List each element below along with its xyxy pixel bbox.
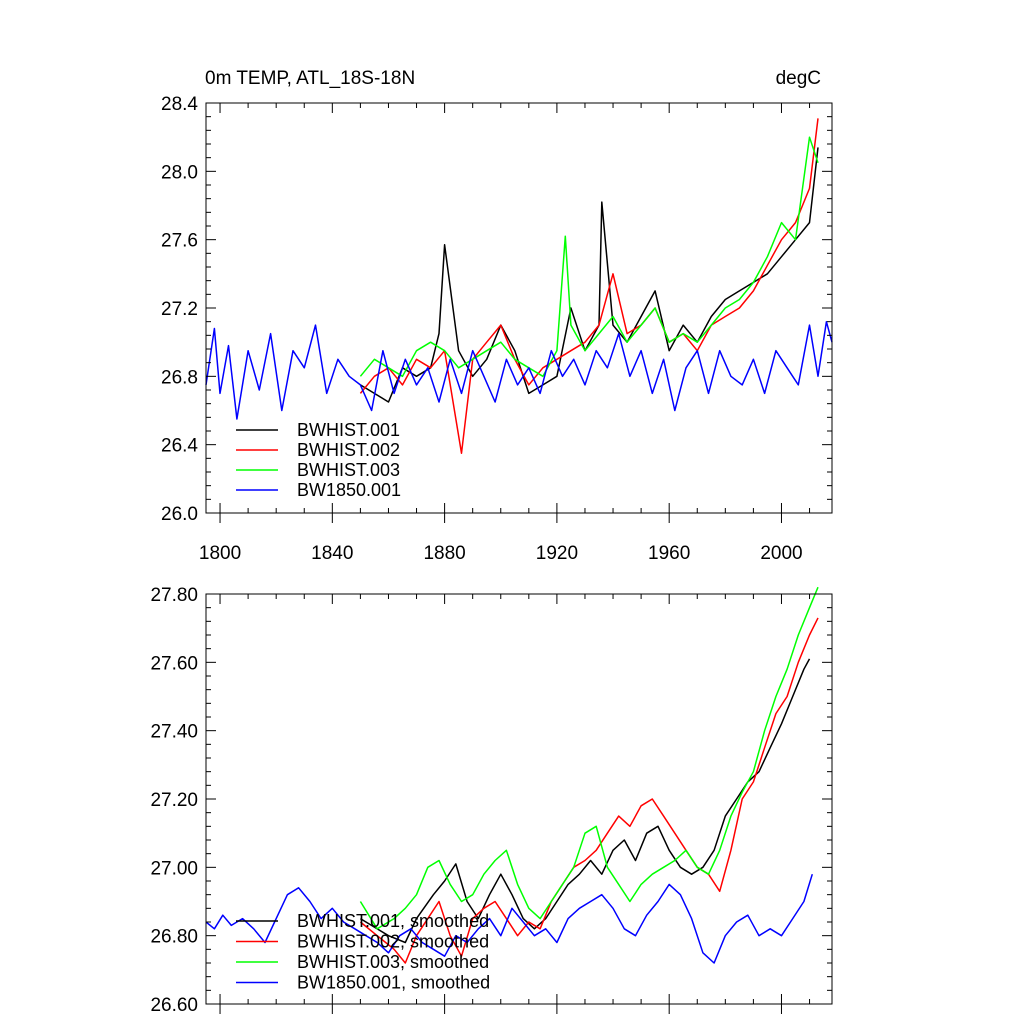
- top-xtick-label: 1840: [311, 543, 353, 564]
- top-legend-label-3: BWHIST.003: [297, 460, 400, 480]
- top-xtick-label: 1800: [199, 543, 241, 564]
- top-ytick-label: 27.6: [161, 231, 198, 252]
- bottom-ytick-label: 26.60: [150, 995, 198, 1016]
- panel-top: 0m TEMP, ATL_18S-18N degC 26.0 26.4 26.8 27…: [161, 68, 833, 564]
- bottom-legend-label-4: BW1850.001, smoothed: [297, 973, 490, 993]
- top-series-group: [205, 118, 833, 454]
- top-ytick-label: 27.2: [161, 299, 198, 320]
- chart-units: degC: [776, 68, 821, 89]
- panel-bottom: 26.60 26.80 27.00 27.20 27.40 27.60 27.80 BWHI…: [150, 585, 833, 1016]
- bottom-series-line-2: [359, 617, 819, 964]
- bottom-series-line-3: [359, 586, 819, 930]
- bottom-series-group: [205, 586, 819, 964]
- bottom-ytick-label: 27.40: [150, 722, 198, 743]
- top-ytick-label: 28.4: [161, 94, 198, 115]
- top-ytick-label: 26.0: [161, 504, 198, 525]
- top-legend-label-2: BWHIST.002: [297, 440, 400, 460]
- chart-title: 0m TEMP, ATL_18S-18N: [205, 68, 415, 89]
- bottom-legend-label-3: BWHIST.003, smoothed: [297, 952, 489, 972]
- bottom-legend-label-2: BWHIST.002, smoothed: [297, 932, 489, 952]
- bottom-ytick-label: 27.20: [150, 790, 198, 811]
- top-xtick-label: 1920: [536, 543, 578, 564]
- bottom-ytick-label: 27.80: [150, 585, 198, 606]
- top-xtick-label: 1960: [648, 543, 690, 564]
- bottom-ytick-label: 27.60: [150, 653, 198, 674]
- top-xtick-label: 1880: [423, 543, 465, 564]
- bottom-series-line-4: [205, 873, 814, 964]
- top-series-line-2: [359, 118, 819, 454]
- bottom-ytick-label: 27.00: [150, 858, 198, 879]
- bottom-ytick-label: 26.80: [150, 927, 198, 948]
- top-series-line-4: [205, 320, 833, 420]
- top-series-line-3: [359, 136, 819, 378]
- top-xtick-label: 2000: [760, 543, 802, 564]
- top-ytick-label: 28.0: [161, 162, 198, 183]
- top-legend-label-4: BW1850.001: [297, 480, 401, 500]
- top-axes: 26.0 26.4 26.8 27.2 27.6 28.0 28.4 1800 1840 1880…: [161, 94, 833, 564]
- top-legend-label-1: BWHIST.001: [297, 420, 400, 440]
- top-series-line-1: [360, 147, 819, 403]
- top-ytick-label: 26.8: [161, 367, 198, 388]
- top-ytick-label: 26.4: [161, 436, 198, 457]
- bottom-axes: 26.60 26.80 27.00 27.20 27.40 27.60 27.80: [150, 585, 833, 1016]
- bottom-legend-label-1: BWHIST.001, smoothed: [297, 911, 489, 931]
